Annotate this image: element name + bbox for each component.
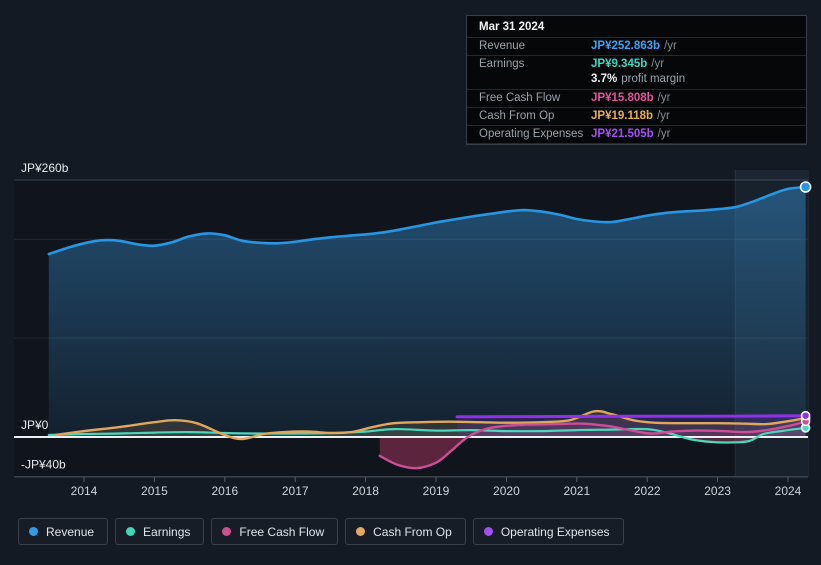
- operating-expenses-line: [455, 414, 808, 419]
- earnings-area: [48, 427, 806, 443]
- tooltip-row-label: Cash From Op: [479, 110, 555, 122]
- tooltip-row-label: Revenue: [479, 40, 526, 52]
- tooltip-row-free-cash-flow: Free Cash Flow JP¥15.808b/yr: [467, 90, 806, 108]
- legend-item-earnings[interactable]: Earnings: [115, 518, 205, 545]
- x-axis-label: 2016: [211, 484, 238, 498]
- tooltip-row-value: JP¥252.863b/yr: [591, 40, 677, 52]
- tooltip-row-label: Operating Expenses: [479, 128, 584, 140]
- legend-label: Cash From Op: [373, 524, 452, 539]
- chart-legend: Revenue Earnings Free Cash Flow Cash Fro…: [18, 518, 624, 545]
- y-axis-label: JP¥260b: [21, 161, 69, 175]
- legend-label: Operating Expenses: [500, 524, 610, 539]
- x-axis-label: 2018: [352, 484, 379, 498]
- x-axis-label: 2020: [493, 484, 520, 498]
- tooltip-row-operating-expenses: Operating Expenses JP¥21.505b/yr: [467, 126, 806, 144]
- x-axis-label: 2024: [775, 484, 802, 498]
- x-axis-label: 2023: [704, 484, 731, 498]
- free-cash-flow-area: [379, 421, 806, 469]
- cash-from-op-area: [55, 411, 806, 440]
- earnings-dot-icon: [126, 527, 136, 536]
- earnings-line: [47, 426, 807, 444]
- legend-item-cash-from-op[interactable]: Cash From Op: [345, 518, 466, 545]
- x-axis-label: 2014: [71, 484, 98, 498]
- cash-from-op-line: [54, 409, 807, 441]
- tooltip-row-earnings: Earnings JP¥9.345b/yr 3.7% profit margin: [467, 56, 806, 90]
- revenue-dot-icon: [29, 527, 38, 536]
- tooltip-rows: Revenue JP¥252.863b/yr Earnings JP¥9.345…: [467, 38, 806, 144]
- tooltip-row-value: JP¥19.118b/yr: [591, 110, 670, 122]
- operating-expenses-dot-icon: [483, 527, 493, 536]
- x-axis-label: 2022: [634, 484, 661, 498]
- free-cash-flow-line: [378, 420, 807, 470]
- free-cash-flow-dot-icon: [222, 527, 232, 536]
- operating-expenses-end-marker[interactable]: [800, 410, 811, 421]
- tooltip-card: Mar 31 2024 Revenue JP¥252.863b/yr Earni…: [466, 15, 807, 145]
- tooltip-row-value: JP¥21.505b/yr: [591, 128, 671, 140]
- cash-from-op-dot-icon: [356, 527, 366, 536]
- x-axis-label: 2017: [282, 484, 309, 498]
- revenue-end-marker[interactable]: [799, 181, 812, 193]
- legend-label: Revenue: [46, 524, 95, 539]
- legend-item-revenue[interactable]: Revenue: [18, 518, 109, 545]
- tooltip-row-revenue: Revenue JP¥252.863b/yr: [467, 38, 806, 56]
- revenue-area: [48, 187, 806, 437]
- tooltip-row-value: JP¥9.345b/yr: [591, 58, 665, 70]
- y-axis-label: JP¥0: [21, 418, 49, 432]
- tooltip-row-value: JP¥15.808b/yr: [591, 92, 671, 104]
- x-axis-label: 2019: [423, 484, 450, 498]
- x-axis-label: 2021: [563, 484, 590, 498]
- legend-item-operating-expenses[interactable]: Operating Expenses: [472, 518, 624, 545]
- legend-item-free-cash-flow[interactable]: Free Cash Flow: [211, 518, 339, 545]
- tooltip-row-label: Earnings: [479, 58, 525, 70]
- tooltip-date: Mar 31 2024: [467, 16, 806, 38]
- legend-label: Earnings: [143, 524, 191, 539]
- tooltip-row-cash-from-op: Cash From Op JP¥19.118b/yr: [467, 108, 806, 126]
- profit-margin: 3.7% profit margin: [591, 73, 686, 85]
- legend-label: Free Cash Flow: [239, 524, 325, 539]
- tooltip-row-label: Free Cash Flow: [479, 92, 561, 104]
- x-axis-label: 2015: [141, 484, 168, 498]
- y-axis-label: -JP¥40b: [21, 458, 66, 472]
- revenue-line: [47, 185, 807, 256]
